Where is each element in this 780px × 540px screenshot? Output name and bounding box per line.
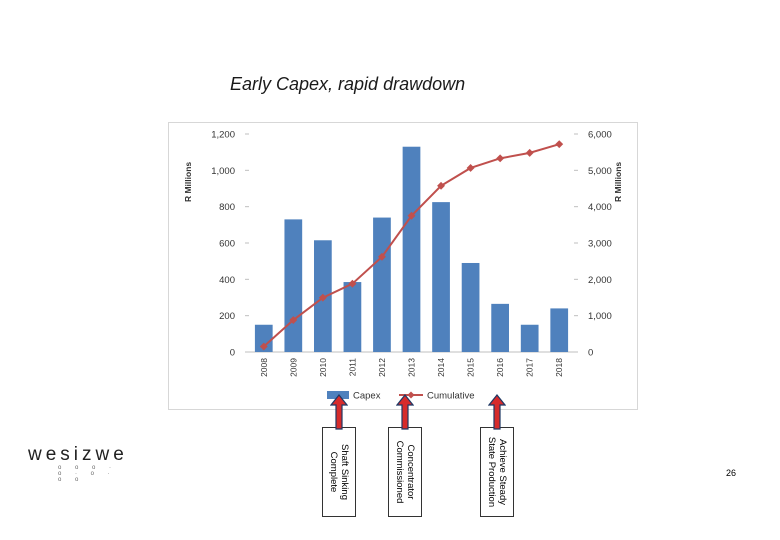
y2-tick-label: 4,000 bbox=[588, 202, 612, 213]
y2-tick-label: 5,000 bbox=[588, 166, 612, 177]
x-tick-label: 2009 bbox=[288, 358, 298, 377]
point-cumulative bbox=[348, 279, 357, 288]
bar-capex bbox=[432, 202, 450, 352]
x-tick-label: 2015 bbox=[466, 358, 476, 377]
y2-tick-label: 3,000 bbox=[588, 239, 612, 250]
y-tick-label: 400 bbox=[219, 275, 235, 286]
x-tick-label: 2016 bbox=[495, 358, 505, 377]
x-tick-label: 2011 bbox=[347, 358, 357, 377]
x-tick-label: 2013 bbox=[407, 358, 417, 377]
x-tick-label: 2008 bbox=[259, 358, 269, 377]
y2-tick-label: 0 bbox=[588, 348, 593, 359]
y2-tick-label: 2,000 bbox=[588, 275, 612, 286]
logo-subtext: o o o · o · o · o o bbox=[58, 465, 118, 483]
bar-capex bbox=[373, 217, 391, 352]
y2-tick-label: 6,000 bbox=[588, 130, 612, 141]
y-tick-label: 1,200 bbox=[211, 130, 235, 141]
bar-capex bbox=[343, 282, 362, 352]
x-tick-label: 2010 bbox=[318, 358, 328, 377]
arrow-up-icon bbox=[396, 394, 414, 430]
legend-label-cumulative: Cumulative bbox=[427, 391, 475, 402]
legend-label-capex: Capex bbox=[353, 391, 381, 402]
capex-chart: 0 200 400 600 800 1,000 1,200 0 1,000 2,000 3,000 4… bbox=[183, 130, 623, 402]
point-cumulative bbox=[525, 148, 534, 157]
page-number: 26 bbox=[726, 468, 737, 478]
y-tick-label: 0 bbox=[230, 348, 235, 359]
y-tick-label: 200 bbox=[219, 311, 235, 322]
point-cumulative bbox=[555, 140, 564, 149]
legend-marker-cumulative bbox=[407, 391, 415, 399]
point-cumulative bbox=[377, 252, 386, 261]
x-tick-label: 2017 bbox=[525, 358, 535, 377]
callout-concentrator: Concentrator Commissioned bbox=[388, 427, 422, 517]
bar-capex bbox=[461, 262, 480, 352]
y-tick-label: 800 bbox=[219, 202, 235, 213]
y2-tick-label: 1,000 bbox=[588, 311, 612, 322]
chart-container: 0 200 400 600 800 1,000 1,200 0 1,000 2,000 3,000 4… bbox=[168, 122, 638, 410]
bar-capex bbox=[284, 219, 303, 352]
point-cumulative bbox=[496, 154, 505, 163]
callout-label: Achieve Steady State Production bbox=[486, 436, 508, 508]
bar-capex bbox=[550, 308, 569, 352]
y-axis-label: R Millions bbox=[183, 162, 193, 202]
x-tick-label: 2012 bbox=[377, 358, 387, 377]
y-tick-label: 1,000 bbox=[211, 166, 235, 177]
arrow-up-icon bbox=[330, 394, 348, 430]
x-tick-label: 2014 bbox=[436, 358, 446, 377]
y2-axis-label: R Millions bbox=[613, 162, 623, 202]
slide-title: Early Capex, rapid drawdown bbox=[230, 74, 466, 94]
x-tick-label: 2018 bbox=[554, 358, 564, 377]
legend-swatch-capex bbox=[327, 391, 349, 399]
point-cumulative bbox=[318, 293, 327, 302]
arrow-up-icon bbox=[488, 394, 506, 430]
y-tick-label: 600 bbox=[219, 239, 235, 250]
callout-shaft-sinking: Shaft Sinking Complete bbox=[322, 427, 356, 517]
bar-capex bbox=[491, 303, 509, 352]
bar-capex bbox=[402, 146, 421, 352]
point-cumulative bbox=[407, 211, 416, 220]
callout-label: Shaft Sinking Complete bbox=[328, 444, 350, 500]
callout-steady-state: Achieve Steady State Production bbox=[480, 427, 514, 517]
bar-capex bbox=[254, 324, 273, 352]
logo-wordmark: wesizwe bbox=[28, 444, 128, 465]
callout-label: Concentrator Commissioned bbox=[394, 440, 416, 504]
wesizwe-logo: wesizwe o o o · o · o · o o bbox=[28, 444, 132, 483]
bar-capex bbox=[520, 324, 539, 352]
